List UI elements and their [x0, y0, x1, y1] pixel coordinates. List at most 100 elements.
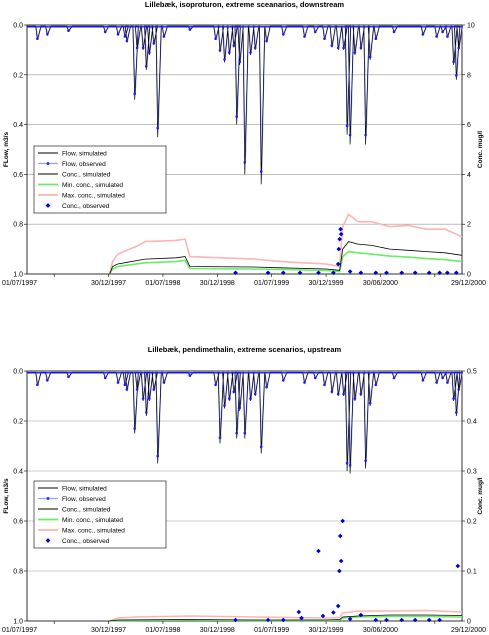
x-tick-label: 01/07/1999: [254, 280, 289, 287]
series-flow-observed: [27, 371, 464, 466]
conc-observed-point: [280, 617, 286, 623]
flow-observed-point: [374, 37, 378, 40]
flow-observed-point: [259, 445, 263, 449]
flow-observed-point: [238, 406, 241, 410]
flow-observed-point: [123, 35, 127, 38]
x-tick-label: 01/07/1997: [2, 280, 37, 287]
x-tick-label: 29/12/2000: [451, 627, 486, 634]
conc-observed-point: [384, 270, 389, 276]
y-tick-label: 1.0: [13, 619, 23, 626]
legend-box: [33, 480, 167, 549]
conc-observed-point: [347, 269, 353, 274]
conc-observed-point: [426, 270, 432, 276]
flow-observed-point: [243, 431, 247, 435]
x-tick-label: 30/12/1997: [91, 627, 126, 634]
flow-observed-point: [188, 374, 192, 377]
conc-observed-point: [337, 568, 342, 574]
flow-observed-point: [162, 35, 166, 38]
chart-title: Lillebæk, pendimethalin, extreme scenari…: [148, 345, 342, 354]
flow-observed-point: [228, 397, 231, 400]
flow-observed-point: [152, 42, 156, 45]
flow-observed-point: [323, 383, 326, 387]
flow-observed-point: [457, 388, 461, 391]
conc-observed-point: [335, 261, 341, 267]
conc-observed-point: [437, 270, 442, 276]
flow-observed-point: [36, 37, 39, 40]
conc-observed-point: [280, 270, 286, 276]
y-tick-label: 0.2: [13, 72, 23, 79]
flow-observed-point: [446, 35, 449, 38]
flow-observed-point: [67, 375, 70, 379]
y-axis-label: FLow, m3/s: [3, 132, 10, 168]
conc-observed-point: [426, 617, 432, 623]
flow-observed-point: [67, 29, 70, 32]
y2-axis-label: Conc. mug/l: [477, 131, 484, 168]
legend-marker: [46, 162, 50, 165]
flow-observed-point: [353, 397, 357, 400]
flow-observed-point: [323, 37, 326, 40]
conc-observed-point: [320, 613, 326, 619]
flow-observed-point: [133, 427, 136, 430]
flow-observed-point: [235, 431, 238, 435]
flow-observed-point: [348, 133, 352, 137]
flow-observed-point: [336, 392, 340, 396]
y-tick-label: 0.2: [13, 419, 23, 426]
series-min-conc-simulated: [109, 615, 463, 622]
flow-observed-point: [123, 383, 127, 387]
legend-entry: Min. conc., simulated: [62, 517, 123, 524]
flow-observed-point: [214, 383, 217, 387]
legend-marker: [45, 203, 51, 208]
legend-marker: [46, 497, 50, 500]
conc-observed-point: [384, 617, 389, 623]
flow-observed-point: [259, 170, 263, 173]
y2-tick-label: 0.1: [467, 569, 477, 576]
flow-observed-point: [218, 436, 222, 440]
series-flow-simulated: [27, 371, 463, 474]
conc-observed-point: [373, 617, 379, 623]
y2-tick-label: 10: [467, 23, 475, 30]
flow-observed-point: [359, 392, 363, 396]
conc-observed-point: [299, 615, 304, 621]
y-tick-label: 0.6: [13, 519, 23, 526]
flow-observed-point: [148, 397, 151, 400]
y-tick-label: 0.0: [13, 369, 23, 376]
x-tick-label: 01/07/1999: [254, 627, 289, 634]
flow-observed-point: [125, 388, 129, 391]
y2-tick-label: 4: [467, 172, 471, 179]
conc-observed-point: [445, 270, 450, 276]
flow-observed-point: [342, 46, 345, 50]
flow-observed-point: [303, 381, 306, 384]
flow-observed-point: [435, 35, 438, 38]
plot-area: [26, 24, 463, 275]
legend-box: [33, 145, 167, 214]
series-conc-simulated: [109, 241, 463, 275]
flow-observed-point: [330, 390, 334, 394]
chart-title: Lillebæk, isoproturon, extreme sceanario…: [145, 0, 345, 9]
y2-tick-label: 0: [467, 272, 471, 279]
x-tick-label: 01/07/1997: [2, 627, 37, 634]
flow-observed-point: [36, 383, 39, 387]
flow-observed-point: [238, 60, 241, 63]
y-tick-label: 0.6: [13, 172, 23, 179]
flow-observed-point: [345, 461, 349, 465]
flow-observed-point: [133, 92, 136, 95]
flow-observed-point: [223, 404, 226, 407]
flow-observed-point: [243, 161, 247, 164]
legend-entry: Conc., simulated: [62, 171, 111, 178]
flow-observed-point: [156, 454, 159, 458]
x-tick-label: 30/12/1998: [200, 280, 235, 287]
y-tick-label: 0.4: [13, 469, 23, 476]
conc-observed-point: [338, 226, 343, 232]
flow-observed-point: [348, 464, 352, 467]
flow-observed-point: [228, 51, 231, 54]
conc-observed-point: [337, 236, 342, 242]
flow-observed-point: [452, 397, 455, 400]
series-min-conc-simulated: [108, 250, 463, 275]
legend-entry: Flow, simulated: [62, 485, 107, 492]
y-tick-label: 0.4: [13, 122, 23, 129]
flow-observed-point: [265, 39, 268, 43]
conc-observed-point: [340, 518, 345, 524]
conc-observed-point: [338, 558, 344, 564]
y2-tick-label: 0.2: [467, 519, 477, 526]
